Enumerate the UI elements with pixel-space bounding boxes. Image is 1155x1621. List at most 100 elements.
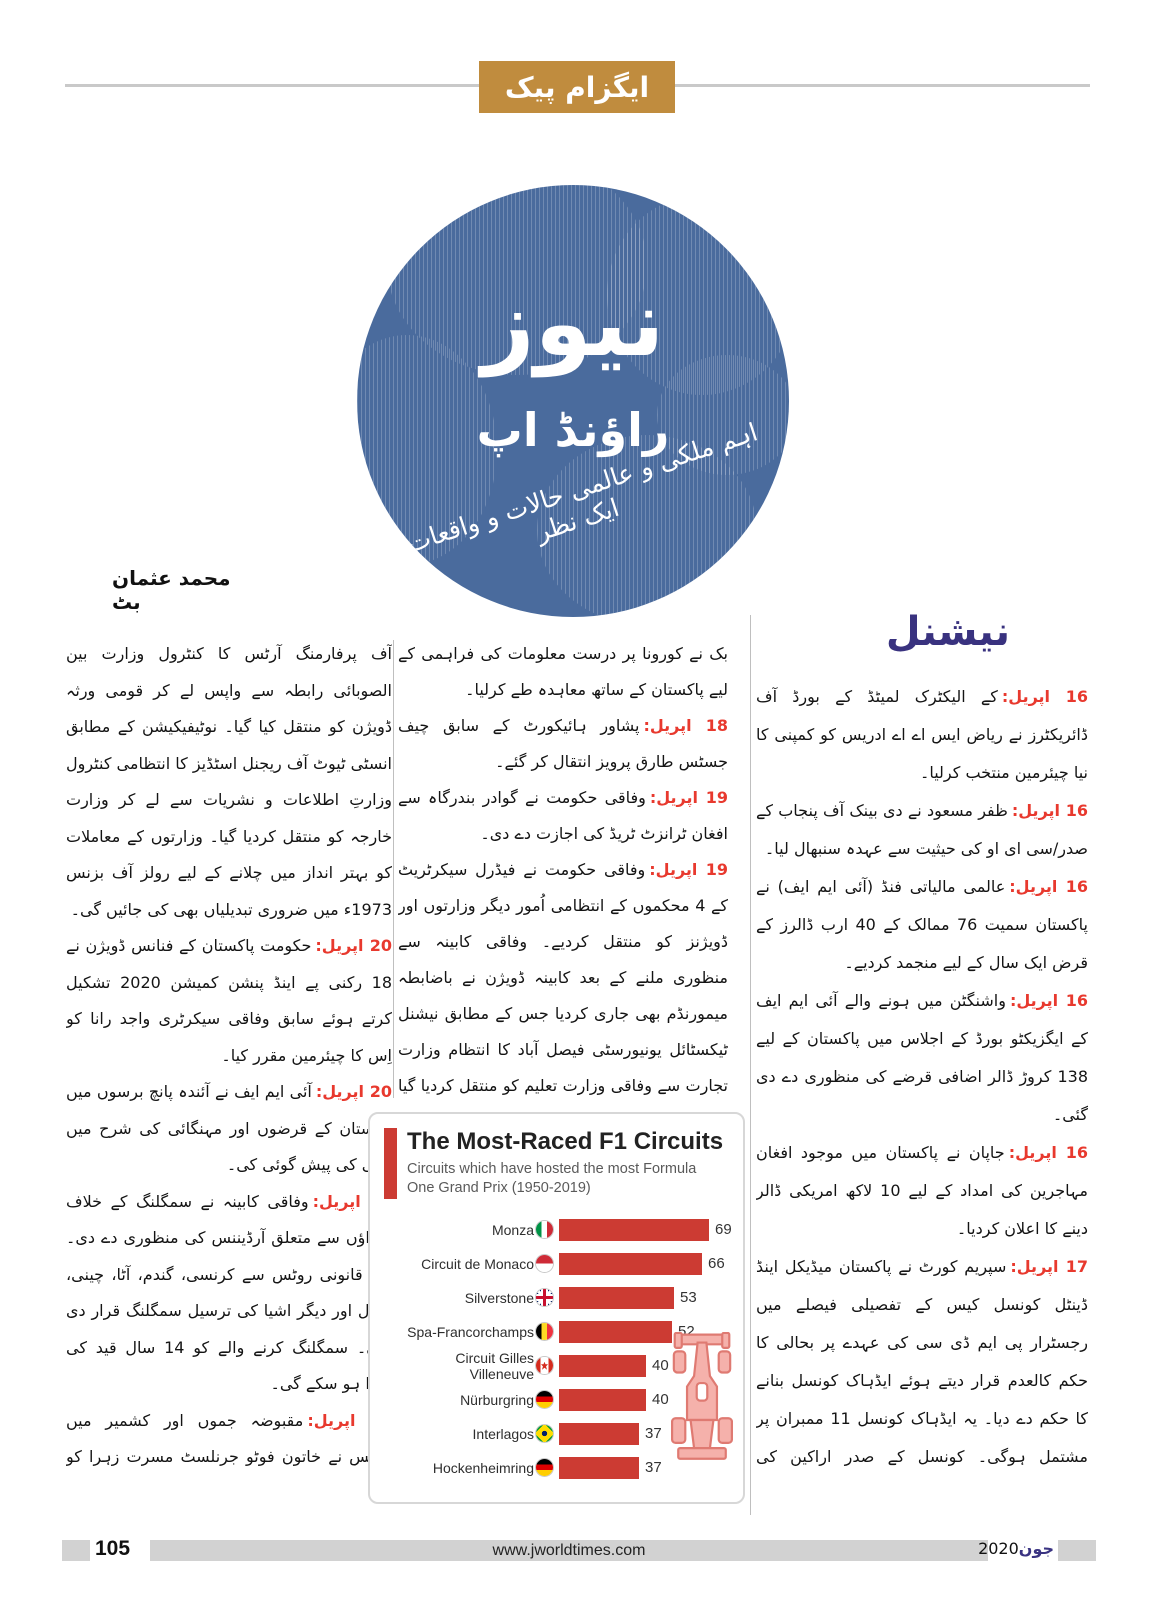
chart-rows: Monza 69 Circuit de Monaco 66 Silverston… bbox=[384, 1213, 732, 1485]
news-entry: 17 اپریل:سپریم کورٹ نے پاکستان میڈیکل ای… bbox=[756, 1248, 1088, 1480]
bar-value: 53 bbox=[680, 1289, 697, 1307]
roundup-title: راؤنڈ اپ bbox=[476, 403, 670, 457]
entry-date: 16 اپریل: bbox=[1011, 801, 1088, 820]
author-byline: محمد عثمان بٹ bbox=[112, 566, 231, 614]
bar bbox=[559, 1422, 639, 1445]
entry-text: ظفر مسعود نے دی بینک آف پنجاب کے صدر/سی … bbox=[756, 801, 1088, 858]
entry-date: 19 اپریل: bbox=[649, 860, 728, 879]
entry-date: 20 اپریل: bbox=[315, 936, 392, 955]
bar bbox=[559, 1252, 702, 1275]
news-entry: 20 اپریل:آئی ایم ایف نے آئندہ پانچ برسوں… bbox=[66, 1074, 392, 1184]
uk-flag-icon bbox=[536, 1289, 553, 1307]
exam-pack-badge: ایگزام پیک bbox=[479, 61, 675, 113]
bar bbox=[559, 1456, 639, 1479]
column-divider bbox=[750, 615, 751, 1515]
footer-year: 2020 bbox=[978, 1539, 1019, 1558]
news-entry: 20 اپریل:حکومت پاکستان کے فنانس ڈویژن نے… bbox=[66, 928, 392, 1074]
footer-website: www.jworldtimes.com bbox=[492, 1541, 646, 1559]
footer-bar: www.jworldtimes.com bbox=[150, 1540, 988, 1561]
continent-texture bbox=[387, 185, 647, 375]
entry-text: آئی ایم ایف نے آئندہ پانچ برسوں میں پاکس… bbox=[66, 1082, 392, 1174]
entry-date: 17 اپریل: bbox=[1010, 1257, 1088, 1276]
maple-leaf-icon bbox=[541, 1361, 548, 1370]
bar-value: 37 bbox=[645, 1425, 662, 1443]
bar bbox=[559, 1286, 674, 1309]
entry-date: 16 اپریل: bbox=[1009, 991, 1088, 1010]
bar-value: 40 bbox=[652, 1391, 669, 1409]
chart-row: Hockenheimring 37 bbox=[384, 1451, 729, 1485]
news-title: نیوز bbox=[481, 270, 665, 377]
footer-bar-segment bbox=[1058, 1540, 1096, 1561]
entry-text: جاپان نے پاکستان میں موجود افغان مہاجرین… bbox=[756, 1143, 1088, 1238]
news-entry: آف پرفارمنگ آرٹس کا کنٹرول وزارت بین الص… bbox=[66, 636, 392, 928]
germany-flag-icon bbox=[536, 1391, 553, 1409]
footer-bar-segment bbox=[62, 1540, 90, 1561]
entry-text: سپریم کورٹ نے پاکستان میڈیکل اینڈ ڈینٹل … bbox=[756, 1257, 1088, 1466]
column-right: نیشنل 16 اپریل:کے الیکٹرک لمیٹڈ کے بورڈ … bbox=[756, 600, 1088, 1480]
belgium-flag-icon bbox=[536, 1323, 553, 1341]
f1-circuits-chart-card: The Most-Raced F1 Circuits Circuits whic… bbox=[368, 1112, 745, 1504]
continent-texture bbox=[357, 335, 497, 565]
circuit-label: Spa-Francorchamps bbox=[407, 1323, 534, 1340]
chart-row: Interlagos 37 bbox=[384, 1417, 729, 1451]
germany-flag-icon bbox=[536, 1459, 553, 1477]
circuit-label: Circuit Gilles Villeneuve bbox=[455, 1349, 534, 1382]
column-middle: بک نے کورونا پر درست معلومات کی فراہمی ک… bbox=[398, 636, 728, 1106]
news-entry: 20 اپریل:وفاقی کابینہ نے سمگلنگ کے خلاف … bbox=[66, 1184, 392, 1403]
news-entry: 16 اپریل:کے الیکٹرک لمیٹڈ کے بورڈ آف ڈائ… bbox=[756, 678, 1088, 792]
canada-flag-icon bbox=[536, 1357, 553, 1375]
entry-date: 20 اپریل: bbox=[315, 1082, 392, 1101]
entry-text: آف پرفارمنگ آرٹس کا کنٹرول وزارت بین الص… bbox=[66, 644, 392, 919]
bar bbox=[559, 1320, 672, 1343]
footer-month: جون bbox=[1018, 1539, 1054, 1558]
circuit-label: Nürburgring bbox=[460, 1391, 534, 1408]
entry-text: وفاقی حکومت نے گوادر بندرگاہ سے افغان ٹر… bbox=[398, 788, 728, 843]
bar-value: 69 bbox=[715, 1221, 732, 1239]
bar bbox=[559, 1354, 646, 1377]
bar-value: 37 bbox=[645, 1459, 662, 1477]
continent-texture bbox=[657, 355, 789, 475]
news-entry: 20 اپریل:مقبوضہ جموں اور کشمیر میں پولیس… bbox=[66, 1403, 392, 1483]
news-entry: 16 اپریل:عالمی مالیاتی فنڈ (آئی ایم ایف)… bbox=[756, 868, 1088, 982]
bar-value: 66 bbox=[708, 1255, 725, 1273]
brazil-flag-icon bbox=[536, 1425, 553, 1443]
chart-row: Spa-Francorchamps 52 bbox=[384, 1315, 729, 1349]
news-entry: 19 اپریل:وفاقی حکومت نے فیڈرل سیکرٹریٹ ک… bbox=[398, 852, 728, 1106]
circuit-label: Interlagos bbox=[472, 1425, 534, 1442]
national-heading: نیشنل bbox=[885, 609, 1010, 655]
chart-title: The Most-Raced F1 Circuits bbox=[407, 1128, 724, 1155]
entry-date: 16 اپریل: bbox=[1009, 877, 1088, 896]
chart-row: Monza 69 bbox=[384, 1213, 732, 1247]
news-entry: 16 اپریل:ظفر مسعود نے دی بینک آف پنجاب ک… bbox=[756, 792, 1088, 868]
chart-subtitle: Circuits which have hosted the most Form… bbox=[407, 1160, 697, 1197]
globe-graphic: نیوز راؤنڈ اپ اہم ملکی و عالمی حالات و و… bbox=[357, 185, 789, 617]
entry-text: پشاور ہائیکورٹ کے سابق چیف جسٹس طارق پرو… bbox=[398, 716, 728, 771]
entry-text: بک نے کورونا پر درست معلومات کی فراہمی ک… bbox=[398, 644, 728, 699]
entry-text: کے الیکٹرک لمیٹڈ کے بورڈ آف ڈائریکٹرز نے… bbox=[756, 687, 1088, 782]
column-left: آف پرفارمنگ آرٹس کا کنٹرول وزارت بین الص… bbox=[66, 636, 392, 1482]
f1-car-icon bbox=[671, 1332, 733, 1460]
entry-text: وفاقی حکومت نے فیڈرل سیکرٹریٹ کے 4 محکمو… bbox=[398, 860, 728, 1095]
bar bbox=[559, 1218, 709, 1241]
page-number: 105 bbox=[95, 1537, 131, 1560]
continent-texture bbox=[537, 435, 757, 617]
circuit-label: Monza bbox=[491, 1221, 534, 1238]
bar bbox=[559, 1388, 646, 1411]
entry-date: 19 اپریل: bbox=[649, 788, 728, 807]
entry-text: واشنگٹن میں ہونے والے آئی ایم ایف کے ایگ… bbox=[756, 991, 1088, 1124]
footer-date: جون2020 bbox=[978, 1539, 1054, 1558]
entry-date: 16 اپریل: bbox=[1001, 687, 1088, 706]
entry-text: وفاقی کابینہ نے سمگلنگ کے خلاف سزاؤں سے … bbox=[66, 1191, 392, 1394]
news-entry: 16 اپریل:جاپان نے پاکستان میں موجود افغا… bbox=[756, 1134, 1088, 1248]
circuit-label: Circuit de Monaco bbox=[421, 1255, 534, 1272]
bar-value: 40 bbox=[652, 1357, 669, 1375]
chart-row: Silverstone 53 bbox=[384, 1281, 729, 1315]
entry-text: عالمی مالیاتی فنڈ (آئی ایم ایف) نے پاکست… bbox=[756, 877, 1088, 972]
chart-row: Nürburgring 40 bbox=[384, 1383, 729, 1417]
circuit-label: Hockenheimring bbox=[432, 1459, 534, 1476]
monaco-flag-icon bbox=[536, 1255, 553, 1273]
chart-accent-bar bbox=[384, 1128, 397, 1199]
chart-header: The Most-Raced F1 Circuits Circuits whic… bbox=[384, 1128, 729, 1199]
news-entry: بک نے کورونا پر درست معلومات کی فراہمی ک… bbox=[398, 636, 728, 708]
italy-flag-icon bbox=[536, 1221, 553, 1239]
